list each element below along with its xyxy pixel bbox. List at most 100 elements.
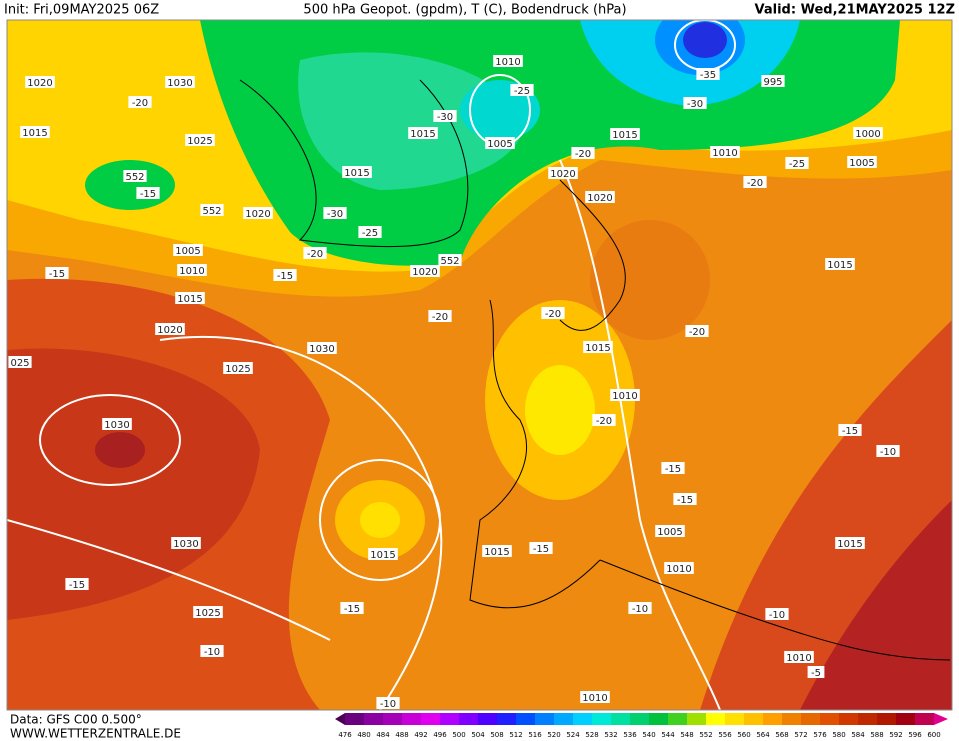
colorbar-label: 544 — [661, 731, 675, 739]
valid-time: Valid: Wed,21MAY2025 12Z — [755, 3, 955, 18]
contour-label: -20 — [575, 149, 591, 160]
colorbar-label: 504 — [471, 731, 485, 739]
contour-label: 1015 — [612, 130, 637, 141]
contour-label: 1005 — [175, 246, 200, 257]
contour-label-box — [784, 651, 814, 663]
contour-label-box — [128, 96, 152, 108]
contour-label-box — [303, 247, 327, 259]
contour-label-box — [592, 414, 616, 426]
colorbar-swatch — [364, 713, 383, 725]
contour-label-box — [825, 258, 855, 270]
colorbar-swatch — [402, 713, 421, 725]
contour-label-box — [200, 204, 224, 216]
contour-label: -20 — [545, 309, 561, 320]
contour-label-box — [853, 127, 883, 139]
contour-label-box — [485, 137, 515, 149]
contour-label: 1015 — [837, 539, 862, 550]
contour-label: -30 — [687, 99, 703, 110]
contour-label: 1015 — [370, 550, 395, 561]
contour-label: -25 — [789, 159, 805, 170]
colorbar-swatch — [611, 713, 630, 725]
colorbar-label: 588 — [870, 731, 883, 739]
contour-label: 1030 — [167, 78, 192, 89]
contour-label-box — [541, 307, 565, 319]
colorbar-label: 560 — [737, 731, 750, 739]
colorbar-label: 576 — [813, 731, 827, 739]
contour-label: 1000 — [855, 129, 880, 140]
contour-label: 1030 — [309, 344, 334, 355]
contour-label-box — [123, 170, 147, 182]
contour-label: -25 — [362, 228, 378, 239]
colorbar-label: 548 — [680, 731, 693, 739]
colorbar-label: 568 — [775, 731, 788, 739]
contour-label: -15 — [344, 604, 360, 615]
colorbar-label: 592 — [889, 731, 902, 739]
contour-label: -20 — [596, 416, 612, 427]
contour-label: 025 — [10, 358, 29, 369]
contour-label-box — [410, 265, 440, 277]
colorbar-arrow — [934, 713, 948, 725]
contour-label-box — [342, 166, 372, 178]
colorbar-swatch — [535, 713, 554, 725]
contour-label-box — [438, 254, 462, 266]
contour-label: 1020 — [587, 193, 612, 204]
data-source: Data: GFS C00 0.500° — [10, 713, 142, 727]
contour-label: 1020 — [27, 78, 52, 89]
contour-label-box — [610, 389, 640, 401]
contour-label: 1025 — [187, 136, 212, 147]
colorbar-swatch — [383, 713, 402, 725]
contour-label-box — [243, 207, 273, 219]
colorbar-label: 520 — [547, 731, 560, 739]
contour-label-box — [835, 537, 865, 549]
contour-label-box — [376, 697, 400, 709]
colorbar-label: 556 — [718, 731, 732, 739]
colorbar-label: 552 — [699, 731, 712, 739]
contour-label-box — [847, 156, 877, 168]
contour-label: 1030 — [104, 420, 129, 431]
contour-label-box — [368, 548, 398, 560]
contour-label: -5 — [811, 668, 821, 679]
colorbar-swatch — [915, 713, 934, 725]
contour-label: -10 — [880, 447, 896, 458]
contour-label-box — [743, 176, 767, 188]
contour-label: -20 — [747, 178, 763, 189]
contour-label-box — [136, 187, 160, 199]
contour-label-box — [408, 127, 438, 139]
colorbar-label: 484 — [376, 731, 390, 739]
contour-label-box — [102, 418, 132, 430]
contour-label-box — [785, 157, 809, 169]
colorbar-label: 536 — [623, 731, 637, 739]
contour-label: 1030 — [173, 539, 198, 550]
contour-label: 1025 — [225, 364, 250, 375]
contour-label: 1015 — [410, 129, 435, 140]
init-time: Init: Fri,09MAY2025 06Z — [4, 3, 159, 18]
contour-label-box — [807, 666, 825, 678]
contour-label: 552 — [440, 256, 459, 267]
contour-label-box — [493, 55, 523, 67]
contour-label: 1010 — [582, 693, 607, 704]
colorbar-swatch — [630, 713, 649, 725]
contour-label-box — [655, 525, 685, 537]
contour-label: 1015 — [22, 128, 47, 139]
contour-label-box — [585, 191, 615, 203]
contour-label: 552 — [202, 206, 221, 217]
colorbar-label: 492 — [414, 731, 427, 739]
colorbar-swatch — [516, 713, 535, 725]
contour-label-box — [155, 323, 185, 335]
colorbar-swatch — [459, 713, 478, 725]
colorbar-swatch — [896, 713, 915, 725]
contour-label-box — [323, 207, 347, 219]
map-field — [7, 20, 952, 710]
contour-label-box — [548, 167, 578, 179]
colorbar-swatch — [763, 713, 782, 725]
contour-label: 1005 — [657, 527, 682, 538]
contour-label: -10 — [769, 610, 785, 621]
contour-label: 1010 — [495, 57, 520, 68]
contour-label-box — [571, 147, 595, 159]
colorbar-swatch — [858, 713, 877, 725]
contour-label-box — [173, 244, 203, 256]
contour-label: 1005 — [849, 158, 874, 169]
contour-label-box — [529, 542, 553, 554]
contour-label: -10 — [204, 647, 220, 658]
